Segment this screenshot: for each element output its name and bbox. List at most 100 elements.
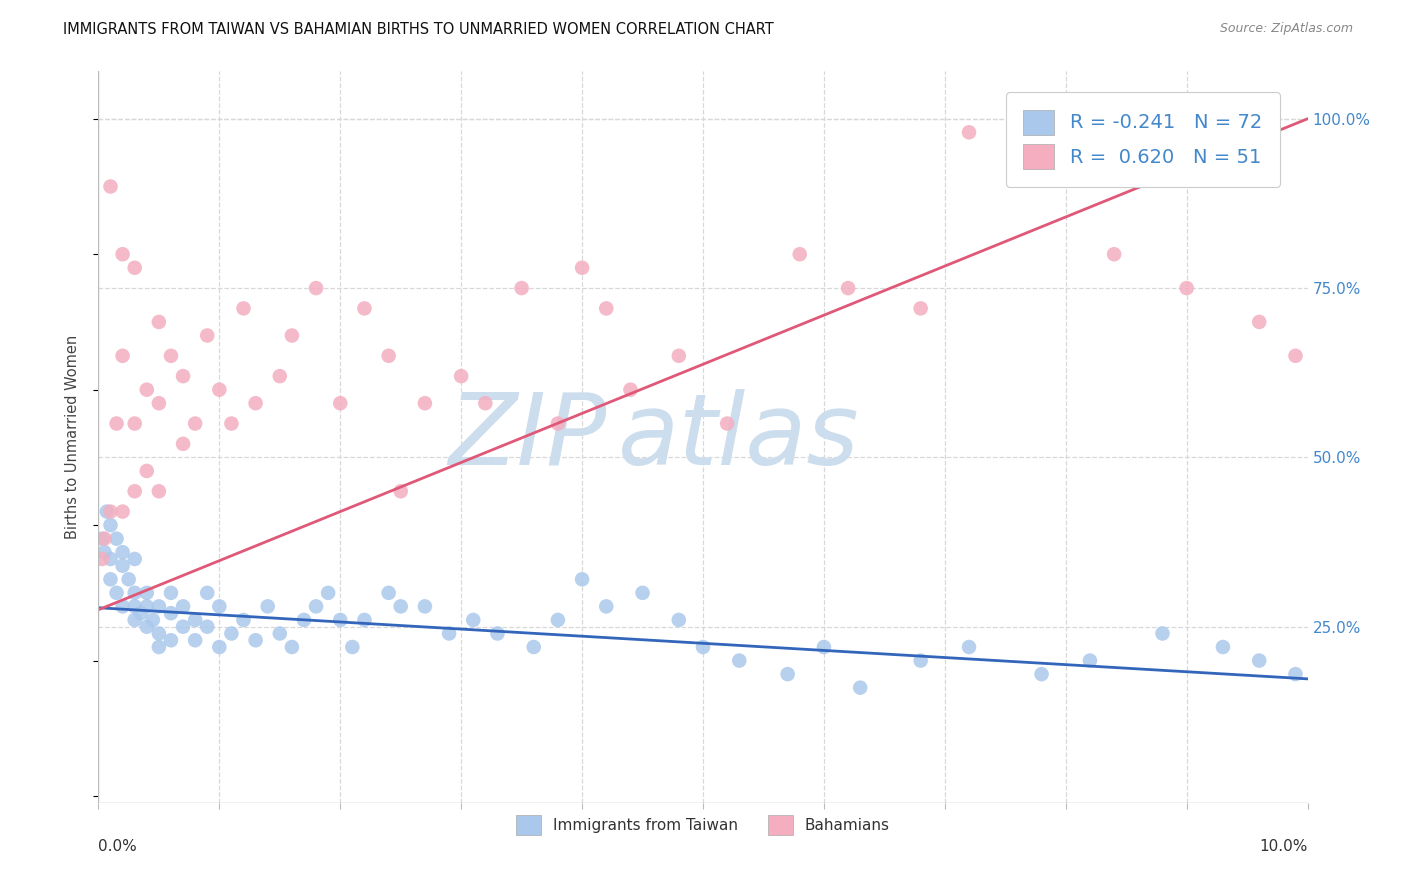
Point — [91, 532, 114, 546]
Point — [172, 437, 194, 451]
Point — [142, 613, 165, 627]
Point — [389, 599, 412, 614]
Point — [135, 599, 157, 614]
Y-axis label: Births to Unmarried Women: Births to Unmarried Women — [65, 335, 80, 539]
Point — [450, 369, 472, 384]
Point — [1031, 112, 1053, 126]
Point — [1249, 654, 1271, 668]
Point — [316, 586, 339, 600]
Point — [256, 599, 278, 614]
Point — [342, 640, 364, 654]
Point — [957, 125, 980, 139]
Point — [148, 626, 170, 640]
Point — [135, 383, 157, 397]
Point — [148, 396, 170, 410]
Point — [1249, 315, 1271, 329]
Point — [595, 301, 617, 316]
Point — [111, 247, 134, 261]
Text: Source: ZipAtlas.com: Source: ZipAtlas.com — [1219, 22, 1353, 36]
Point — [208, 599, 231, 614]
Point — [160, 633, 183, 648]
Point — [148, 599, 170, 614]
Point — [692, 640, 714, 654]
Point — [813, 640, 835, 654]
Point — [208, 383, 231, 397]
Point — [668, 613, 690, 627]
Point — [160, 586, 183, 600]
Point — [957, 640, 980, 654]
Point — [1212, 640, 1234, 654]
Point — [1152, 626, 1174, 640]
Point — [111, 349, 134, 363]
Point — [221, 626, 243, 640]
Point — [148, 640, 170, 654]
Point — [413, 396, 436, 410]
Point — [377, 349, 399, 363]
Point — [474, 396, 496, 410]
Text: IMMIGRANTS FROM TAIWAN VS BAHAMIAN BIRTHS TO UNMARRIED WOMEN CORRELATION CHART: IMMIGRANTS FROM TAIWAN VS BAHAMIAN BIRTH… — [63, 22, 775, 37]
Point — [195, 620, 218, 634]
Point — [105, 532, 128, 546]
Point — [353, 613, 375, 627]
Point — [93, 545, 115, 559]
Point — [837, 281, 859, 295]
Point — [124, 484, 146, 499]
Point — [413, 599, 436, 614]
Point — [292, 613, 315, 627]
Point — [377, 586, 399, 600]
Point — [100, 518, 122, 533]
Point — [232, 301, 254, 316]
Point — [184, 613, 207, 627]
Point — [135, 586, 157, 600]
Point — [129, 606, 152, 620]
Point — [1175, 281, 1198, 295]
Point — [510, 281, 533, 295]
Point — [148, 315, 170, 329]
Point — [463, 613, 485, 627]
Point — [124, 552, 146, 566]
Point — [571, 572, 593, 586]
Point — [619, 383, 641, 397]
Point — [1284, 667, 1306, 681]
Point — [547, 417, 569, 431]
Point — [232, 613, 254, 627]
Point — [91, 552, 114, 566]
Point — [389, 484, 412, 499]
Point — [776, 667, 799, 681]
Point — [245, 633, 267, 648]
Point — [305, 599, 328, 614]
Point — [105, 417, 128, 431]
Point — [910, 301, 932, 316]
Point — [172, 599, 194, 614]
Point — [100, 179, 122, 194]
Point — [195, 586, 218, 600]
Point — [849, 681, 872, 695]
Point — [523, 640, 546, 654]
Point — [571, 260, 593, 275]
Point — [184, 633, 207, 648]
Point — [486, 626, 509, 640]
Point — [93, 532, 115, 546]
Point — [124, 417, 146, 431]
Point — [910, 654, 932, 668]
Point — [1078, 654, 1101, 668]
Point — [1031, 667, 1053, 681]
Point — [105, 586, 128, 600]
Point — [160, 349, 183, 363]
Point — [195, 328, 218, 343]
Point — [160, 606, 183, 620]
Text: atlas: atlas — [619, 389, 860, 485]
Point — [100, 572, 122, 586]
Point — [716, 417, 738, 431]
Point — [124, 260, 146, 275]
Point — [547, 613, 569, 627]
Point — [631, 586, 654, 600]
Point — [172, 369, 194, 384]
Point — [184, 417, 207, 431]
Point — [124, 599, 146, 614]
Point — [111, 599, 134, 614]
Point — [728, 654, 751, 668]
Point — [124, 586, 146, 600]
Text: ZIP: ZIP — [449, 389, 606, 485]
Point — [595, 599, 617, 614]
